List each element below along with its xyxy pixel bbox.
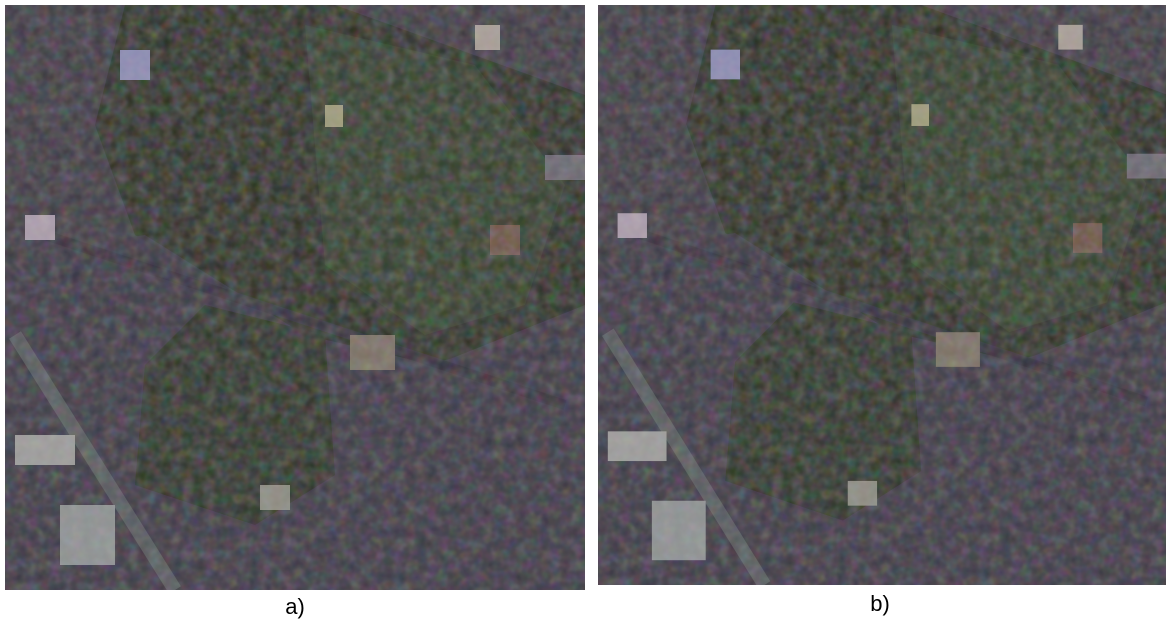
caption: b) — [870, 591, 890, 616]
satellite-image — [598, 5, 1166, 585]
panel-b: b) — [598, 5, 1166, 616]
panel-a: a) — [5, 5, 585, 619]
caption: a) — [285, 594, 305, 619]
figure: a) b) — [0, 0, 1166, 622]
image-b — [598, 5, 1166, 585]
satellite-image — [5, 5, 585, 590]
page: a) b) — [0, 0, 1166, 622]
image-a — [5, 5, 585, 590]
